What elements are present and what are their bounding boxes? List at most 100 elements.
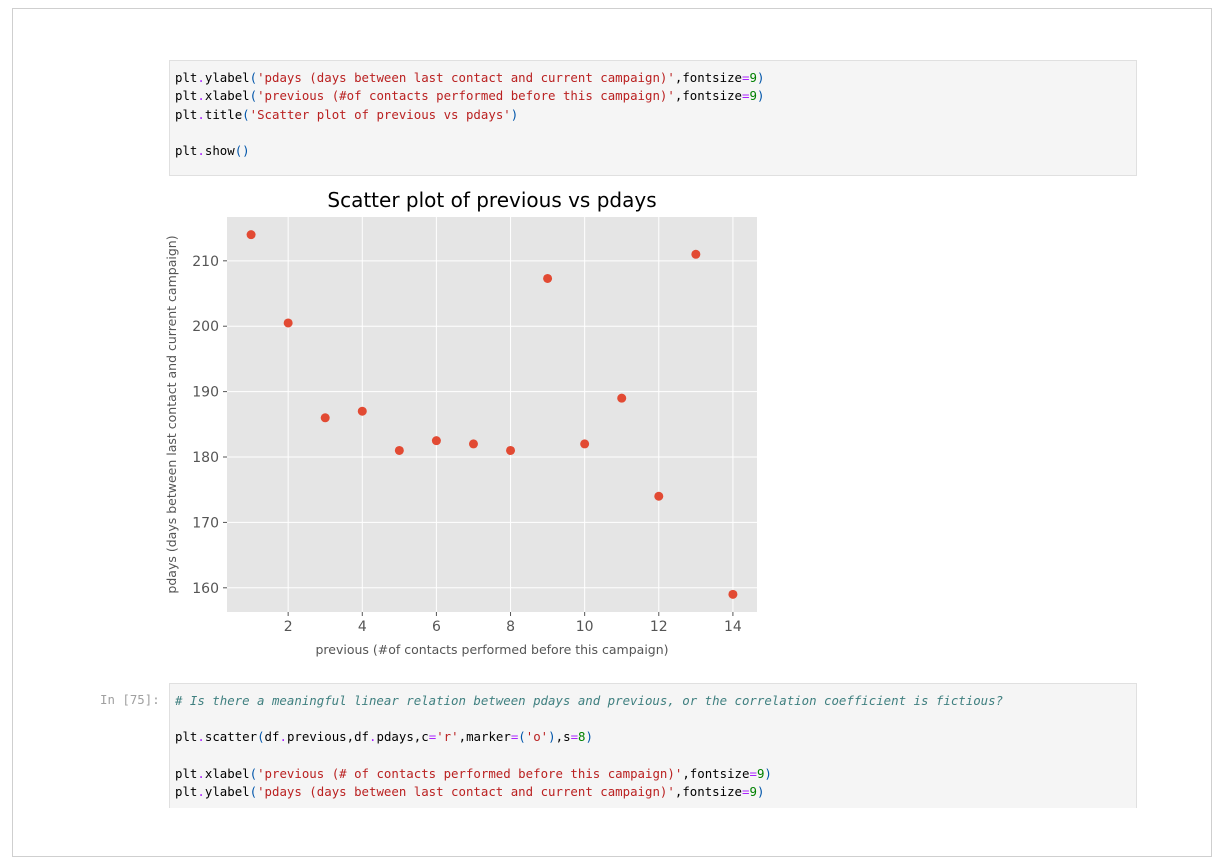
code-token: = xyxy=(749,765,757,781)
code-token: ylabel xyxy=(204,784,250,800)
axis-ticks: 2 4 6 8 10 12 14 160 170 180 190 200 210 xyxy=(192,254,742,635)
code-token: c xyxy=(421,729,429,745)
plot-background xyxy=(227,217,757,612)
data-point xyxy=(468,439,478,449)
y-tick-label: 160 xyxy=(192,581,219,597)
data-point xyxy=(431,436,441,446)
code-token: plt xyxy=(175,729,198,745)
code-token: () xyxy=(234,143,250,159)
code-token: title xyxy=(204,106,243,122)
code-token: show xyxy=(204,143,235,159)
code-token: , xyxy=(674,784,683,800)
code-token: plt xyxy=(175,765,198,781)
code-token: ) xyxy=(756,88,765,104)
code-token: = xyxy=(742,88,750,104)
code-line xyxy=(175,747,1131,765)
data-point xyxy=(357,406,367,416)
data-point xyxy=(617,393,627,403)
code-token: ) xyxy=(548,729,556,745)
code-token: 9 xyxy=(749,784,757,800)
data-point xyxy=(283,318,293,328)
y-tick-label: 180 xyxy=(192,450,219,466)
code-token: = xyxy=(742,70,750,85)
code-cell-1[interactable]: plt.ylabel('pdays (days between last con… xyxy=(169,60,1137,176)
code-token: ylabel xyxy=(204,70,250,85)
x-tick-label: 8 xyxy=(506,619,515,635)
code-token: = xyxy=(428,729,437,745)
code-line: plt.ylabel('pdays (days between last con… xyxy=(175,783,1131,801)
grid-lines xyxy=(227,217,757,612)
code-token: 'pdays (days between last contact and cu… xyxy=(257,784,675,800)
data-point xyxy=(728,589,738,599)
code-token: ( xyxy=(249,765,258,781)
code-token: , xyxy=(346,729,355,745)
code-line: plt.title('Scatter plot of previous vs p… xyxy=(175,106,1131,124)
code-token: . xyxy=(197,106,205,122)
code-line: plt.xlabel('previous (#of contacts perfo… xyxy=(175,87,1131,105)
code-token: 'pdays (days between last contact and cu… xyxy=(257,70,675,85)
x-tick-label: 10 xyxy=(576,619,594,635)
cell-prompt: In [75]: xyxy=(100,692,160,707)
code-cell-2[interactable]: # Is there a meaningful linear relation … xyxy=(169,683,1137,808)
code-token: . xyxy=(369,729,377,745)
code-token: 'Scatter plot of previous vs pdays' xyxy=(249,106,511,122)
code-line: plt.ylabel('pdays (days between last con… xyxy=(175,69,1131,87)
code-line xyxy=(175,124,1131,142)
code-token: ( xyxy=(257,729,265,745)
code-token: ( xyxy=(242,106,250,122)
code-token: 9 xyxy=(749,70,757,85)
data-point xyxy=(394,445,404,455)
code-token: marker xyxy=(466,729,511,745)
code-token: ) xyxy=(585,729,593,745)
code-token: , xyxy=(674,70,683,85)
code-line: plt.xlabel('previous (# of contacts perf… xyxy=(175,765,1131,783)
code-token: fontsize xyxy=(689,765,750,781)
data-points xyxy=(246,230,738,599)
code-token: scatter xyxy=(204,729,258,745)
code-token: ( xyxy=(518,729,526,745)
code-token: s xyxy=(563,729,571,745)
code-token: . xyxy=(197,143,205,159)
code-line xyxy=(175,710,1131,728)
scatter-chart: 2 4 6 8 10 12 14 160 170 180 190 200 210 Scatter plo… xyxy=(164,188,757,657)
x-tick-label: 2 xyxy=(284,619,293,635)
code-token: 9 xyxy=(756,765,765,781)
code-line: plt.show() xyxy=(175,142,1131,160)
x-axis-label: previous (#of contacts performed before … xyxy=(315,642,668,657)
code-token: , xyxy=(674,88,683,104)
x-tick-label: 14 xyxy=(724,619,742,635)
code-token: 'o' xyxy=(525,729,549,745)
x-tick-label: 12 xyxy=(650,619,668,635)
data-point xyxy=(580,439,590,449)
code-token: plt xyxy=(175,70,198,85)
code-token: ) xyxy=(756,784,765,800)
code-token: pdays xyxy=(376,729,414,745)
code-token: plt xyxy=(175,106,198,122)
code-token: xlabel xyxy=(204,765,250,781)
code-token: fontsize xyxy=(682,70,742,85)
code-token: , xyxy=(458,729,467,745)
code-token: previous xyxy=(286,729,347,745)
data-point xyxy=(246,230,256,240)
code-token: 'previous (# of contacts performed befor… xyxy=(257,765,683,781)
code-token: plt xyxy=(175,88,198,104)
code-token: , xyxy=(682,765,690,781)
code-token: , xyxy=(555,729,564,745)
code-token: ( xyxy=(249,70,258,85)
code-line: plt.scatter(df.previous,df.pdays,c='r',m… xyxy=(175,728,1131,746)
code-token: = xyxy=(570,729,579,745)
code-token: = xyxy=(742,784,750,800)
code-token: . xyxy=(197,88,205,104)
code-token: . xyxy=(197,729,205,745)
code-token: # Is there a meaningful linear relation … xyxy=(175,693,1004,708)
data-point xyxy=(320,413,330,423)
data-point xyxy=(654,491,664,501)
chart-title: Scatter plot of previous vs pdays xyxy=(327,188,656,212)
code-token: fontsize xyxy=(682,784,742,800)
code-token: = xyxy=(510,729,519,745)
code-token: fontsize xyxy=(682,88,742,104)
code-token: , xyxy=(413,729,422,745)
code-token: xlabel xyxy=(204,88,250,104)
code-token: ) xyxy=(764,765,772,781)
code-line: # Is there a meaningful linear relation … xyxy=(175,692,1131,710)
